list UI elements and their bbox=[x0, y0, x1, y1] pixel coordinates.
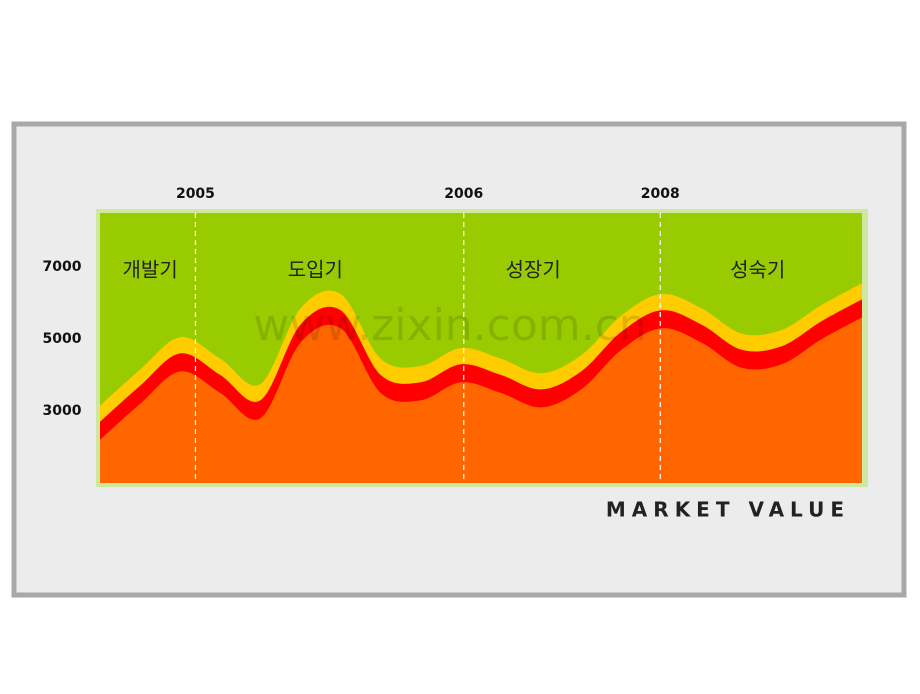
phase-label: 성장기 bbox=[506, 258, 561, 282]
watermark: www.zixin.com.cn bbox=[253, 300, 646, 351]
y-tick-label: 7000 bbox=[43, 259, 82, 275]
chart-title: MARKET VALUE bbox=[606, 498, 850, 522]
y-tick-label: 5000 bbox=[43, 331, 82, 347]
phase-label: 도입기 bbox=[288, 258, 343, 282]
phase-label: 성숙기 bbox=[730, 258, 785, 282]
marker-label: 2008 bbox=[641, 186, 680, 202]
marker-label: 2005 bbox=[176, 186, 215, 202]
y-tick-label: 3000 bbox=[43, 403, 82, 419]
area bbox=[100, 317, 862, 483]
phase-label: 개발기 bbox=[123, 258, 178, 282]
marker-label: 2006 bbox=[444, 186, 483, 202]
